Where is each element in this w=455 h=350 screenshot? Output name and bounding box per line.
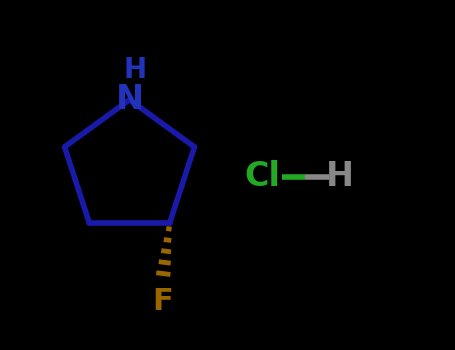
Text: Cl: Cl bbox=[245, 160, 280, 193]
Text: F: F bbox=[152, 287, 173, 316]
Text: N: N bbox=[116, 83, 144, 116]
Text: H: H bbox=[123, 56, 147, 84]
Text: H: H bbox=[325, 160, 354, 193]
